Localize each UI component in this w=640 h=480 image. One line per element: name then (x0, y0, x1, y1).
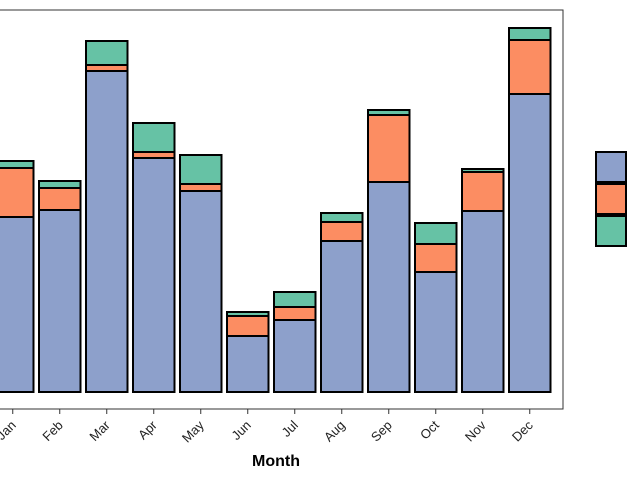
x-tick-label: Oct (417, 417, 442, 442)
bar-jun-series-2 (226, 315, 270, 337)
x-tick-label: Feb (39, 418, 65, 444)
bar-jun-series-3 (226, 311, 270, 317)
x-tick-label: Nov (462, 417, 489, 444)
bar-feb-series-3 (38, 180, 82, 189)
bar-jul-series-1 (273, 319, 317, 393)
bar-nov-series-1 (461, 210, 505, 393)
x-axis-title: Month (252, 453, 300, 470)
x-tick-label: Jan (0, 418, 19, 443)
bar-sep-series-3 (367, 109, 411, 116)
bar-feb-series-2 (38, 187, 82, 211)
bar-may-series-2 (179, 183, 223, 192)
bar-apr-series-1 (132, 157, 176, 393)
bar-may-series-1 (179, 190, 223, 393)
bar-oct-series-1 (414, 271, 458, 393)
bar-jul-series-2 (273, 306, 317, 321)
bar-dec-series-2 (508, 39, 552, 95)
x-tick-label: Apr (135, 417, 160, 442)
x-axis: Jan Feb Mar Apr May Jun Jul Aug Sep Oct Nov Dec (0, 409, 536, 445)
x-tick-label: Jun (228, 418, 253, 443)
bar-dec-series-1 (508, 93, 552, 393)
bar-oct-series-2 (414, 243, 458, 273)
bar-jul-series-3 (273, 291, 317, 308)
x-tick-label: Aug (321, 418, 348, 445)
bar-feb-series-1 (38, 209, 82, 393)
bar-apr-series-3 (132, 122, 176, 153)
legend (595, 151, 627, 247)
bar-jan-series-2 (0, 167, 35, 218)
legend-key-series-3 (595, 215, 627, 247)
x-tick-label: Mar (86, 417, 113, 444)
x-tick-label: Dec (509, 417, 536, 444)
x-tick-label: May (179, 417, 207, 445)
bar-sep-series-1 (367, 181, 411, 393)
x-tick-label: Sep (368, 418, 395, 445)
bars-layer (0, 27, 552, 393)
legend-key-series-2 (595, 183, 627, 215)
bar-oct-series-3 (414, 222, 458, 245)
bar-jun-series-1 (226, 335, 270, 393)
bar-may-series-3 (179, 154, 223, 185)
legend-key-series-1 (595, 151, 627, 183)
bar-mar-series-3 (85, 40, 129, 66)
bar-mar-series-1 (85, 70, 129, 393)
bar-sep-series-2 (367, 114, 411, 183)
bar-jan-series-3 (0, 160, 35, 169)
x-tick-label: Jul (279, 417, 301, 439)
plot-panel-border (0, 9, 564, 410)
bar-nov-series-2 (461, 171, 505, 212)
bar-aug-series-2 (320, 221, 364, 242)
bar-nov-series-3 (461, 168, 505, 173)
bar-dec-series-3 (508, 27, 552, 41)
bar-aug-series-3 (320, 212, 364, 223)
bar-aug-series-1 (320, 240, 364, 393)
bar-jan-series-1 (0, 216, 35, 393)
